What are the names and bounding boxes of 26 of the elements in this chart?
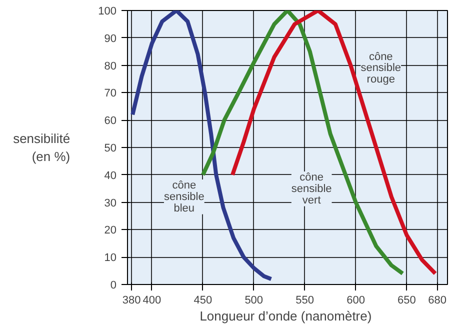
x-tick-label: 650 — [398, 294, 416, 306]
x-tick-label: 600 — [346, 294, 365, 306]
y-tick-label: 70 — [104, 88, 117, 100]
y-tick-label: 80 — [104, 60, 117, 72]
annotation: cône sensible rouge — [360, 50, 402, 86]
x-tick-label: 680 — [428, 294, 446, 306]
y-tick-label: 100 — [98, 6, 117, 18]
y-tick-label: 30 — [104, 197, 117, 210]
y-tick-label: 90 — [104, 32, 117, 45]
line-series — [130, 10, 274, 282]
line-series — [230, 10, 438, 276]
y-tick-label: 10 — [104, 252, 117, 264]
x-tick-label: 450 — [194, 294, 212, 306]
x-tick-label: 550 — [296, 294, 314, 306]
y-tick-label: 20 — [104, 224, 117, 237]
y-tick-label: 40 — [104, 170, 117, 182]
annotation: cône sensible bleu — [164, 180, 204, 214]
y-tick-label: 0 — [110, 280, 117, 292]
x-tick-label: 380 — [122, 294, 141, 306]
annotation: cône sensible vert — [291, 172, 332, 206]
y-axis-title: sensibilité (en %) — [13, 131, 70, 164]
x-tick-label: 400 — [142, 294, 162, 306]
x-axis-title: Longueur d’onde (nanomètre) — [200, 308, 372, 324]
y-tick-label: 60 — [104, 115, 117, 128]
y-tick-label: 50 — [104, 142, 117, 154]
x-tick-label: 500 — [244, 294, 264, 306]
